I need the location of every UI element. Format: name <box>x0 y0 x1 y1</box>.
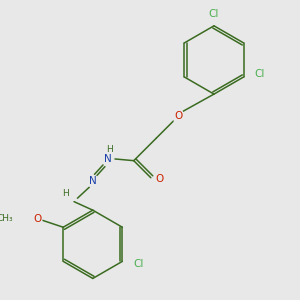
Text: Cl: Cl <box>255 69 265 79</box>
Text: N: N <box>89 176 97 186</box>
Text: H: H <box>62 189 69 198</box>
Text: O: O <box>34 214 42 224</box>
Text: CH₃: CH₃ <box>0 214 14 223</box>
Text: Cl: Cl <box>134 259 144 269</box>
Text: O: O <box>155 174 164 184</box>
Text: N: N <box>104 154 112 164</box>
Text: O: O <box>174 111 182 121</box>
Text: Cl: Cl <box>209 9 219 19</box>
Text: H: H <box>106 145 113 154</box>
